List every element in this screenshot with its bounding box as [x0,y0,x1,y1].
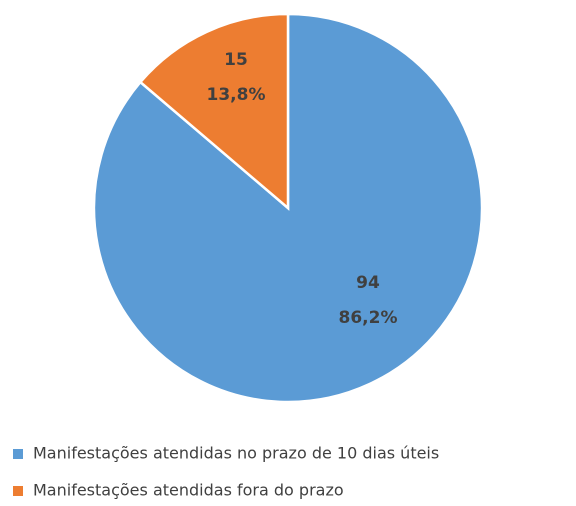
data-label: 15 [224,50,248,70]
legend-swatch [13,486,23,496]
legend-label: Manifestações atendidas no prazo de 10 d… [33,444,439,463]
legend-label: Manifestações atendidas fora do prazo [33,481,344,500]
percentage-label: 86,2% [339,308,398,328]
legend-swatch [13,449,23,459]
percentage-label: 13,8% [207,85,266,105]
pie-slice [138,12,290,211]
data-label: 94 [356,273,380,293]
